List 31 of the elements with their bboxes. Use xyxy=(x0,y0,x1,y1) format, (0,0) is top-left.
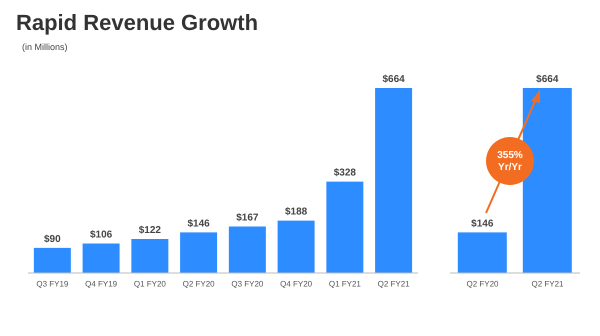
data-label: $664 xyxy=(536,74,559,85)
x-tick-label: Q3 FY20 xyxy=(231,280,264,289)
data-label: $146 xyxy=(187,218,210,230)
data-label: $188 xyxy=(284,206,308,218)
bar xyxy=(326,182,364,273)
data-label: $664 xyxy=(382,74,406,85)
x-tick-label: Q2 FY21 xyxy=(531,280,564,289)
bar xyxy=(82,243,120,273)
chart-subtitle: (in Millions) xyxy=(22,42,68,52)
data-label: $90 xyxy=(44,234,62,245)
data-label: $328 xyxy=(334,168,356,179)
annotation: 355% Yr/Yr xyxy=(497,150,523,173)
bar xyxy=(278,220,315,273)
x-tick-label: Q2 FY20 xyxy=(182,280,216,289)
bar xyxy=(375,88,412,273)
chart-title: Rapid Revenue Growth xyxy=(16,10,258,36)
x-tick-label: Q4 FY20 xyxy=(280,280,313,289)
bar xyxy=(180,232,218,273)
data-label: $167 xyxy=(236,212,259,224)
data-label: $106 xyxy=(90,229,113,240)
x-tick-label: Q4 FY19 xyxy=(85,280,118,289)
bar xyxy=(131,239,168,273)
x-tick-label: Q2 FY21 xyxy=(378,280,410,289)
bar xyxy=(34,248,71,273)
x-tick-label: Q1 FY20 xyxy=(134,280,166,289)
x-tick-label: Q2 FY20 xyxy=(466,280,500,289)
bar xyxy=(228,226,266,273)
x-tick-label: Q1 FY21 xyxy=(328,280,362,289)
data-label: $122 xyxy=(138,225,162,236)
x-tick-label: Q3 FY19 xyxy=(36,280,69,289)
data-label: $146 xyxy=(471,218,494,230)
